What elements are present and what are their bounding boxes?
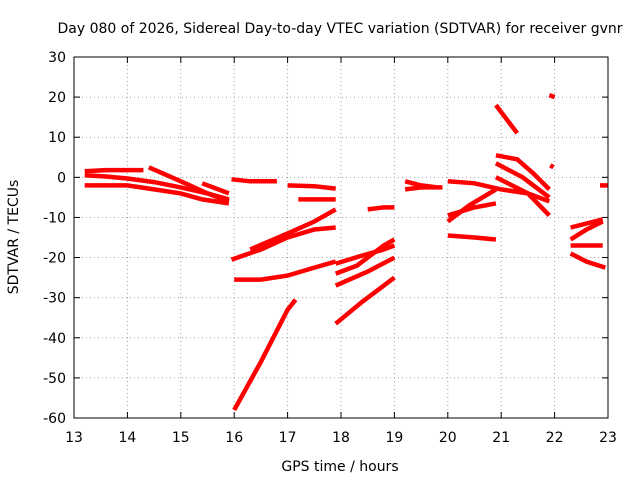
series-line <box>84 167 144 174</box>
series-line <box>494 161 551 200</box>
series-line <box>334 275 396 326</box>
series-line <box>446 187 498 224</box>
series-line <box>495 153 551 191</box>
series-line <box>494 175 551 217</box>
series-line <box>232 298 298 412</box>
series-line <box>334 237 396 276</box>
y-tick-label: -20 <box>43 251 66 267</box>
y-tick-label: -60 <box>43 411 66 427</box>
x-tick-label: 21 <box>492 430 510 446</box>
x-tick-label: 19 <box>385 430 403 446</box>
x-tick-label: 16 <box>225 430 243 446</box>
series-line <box>548 92 556 100</box>
y-tick-label: -30 <box>43 291 66 307</box>
y-tick-label: 0 <box>57 170 66 186</box>
chart-title: Day 080 of 2026, Sidereal Day-to-day VTE… <box>57 21 622 37</box>
series-line <box>234 259 337 282</box>
x-tick-labels: 13 14 15 16 17 18 19 20 21 22 23 <box>65 430 617 446</box>
series-line <box>570 217 604 230</box>
x-tick-label: 15 <box>172 430 190 446</box>
x-tick-label: 23 <box>599 430 617 446</box>
y-tick-label: 20 <box>48 90 66 106</box>
series-line <box>201 181 230 196</box>
x-tick-label: 14 <box>118 430 136 446</box>
series-line <box>494 103 519 135</box>
x-tick-label: 20 <box>439 430 457 446</box>
series-line <box>231 177 277 184</box>
x-tick-label: 18 <box>332 430 350 446</box>
y-tick-label: 10 <box>48 130 66 146</box>
x-tick-label: 17 <box>279 430 297 446</box>
plot-frame <box>73 56 609 419</box>
series-line <box>569 251 606 270</box>
x-axis-label: GPS time / hours <box>281 459 398 475</box>
series-line <box>334 255 396 288</box>
data-series <box>84 92 608 412</box>
y-tick-label: -10 <box>43 210 66 226</box>
series-line <box>404 185 443 192</box>
y-tick-label: -40 <box>43 331 66 347</box>
y-tick-labels: -60 -50 -40 -30 -20 -10 0 10 20 30 <box>43 50 66 427</box>
series-line <box>147 165 230 204</box>
series-line <box>447 179 551 204</box>
x-tick-label: 22 <box>546 430 564 446</box>
series-line <box>549 163 555 170</box>
y-tick-label: 30 <box>48 50 66 66</box>
series-line <box>287 183 336 191</box>
series-line <box>367 205 395 212</box>
series-line <box>249 207 337 252</box>
x-tick-label: 13 <box>65 430 83 446</box>
series-line <box>230 225 336 262</box>
y-axis-label: SDTVAR / TECUs <box>6 180 22 295</box>
series-line <box>569 219 604 242</box>
grid <box>74 57 608 418</box>
series-line <box>447 233 497 242</box>
series-line <box>84 183 230 206</box>
y-tick-label: -50 <box>43 371 66 387</box>
